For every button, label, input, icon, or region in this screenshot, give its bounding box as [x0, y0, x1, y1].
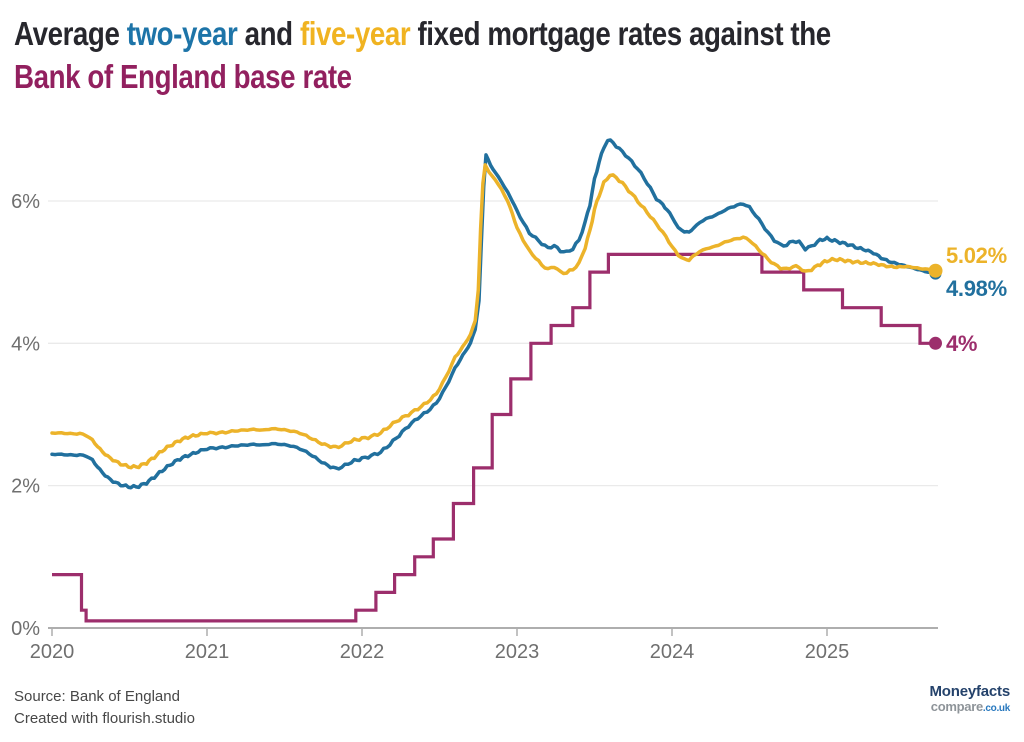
x-tick-label: 2022	[340, 641, 385, 663]
source-note: Source: Bank of England	[14, 688, 180, 705]
end-label-base-rate: 4%	[946, 331, 978, 356]
logo-couk-text: .co.uk	[982, 703, 1010, 714]
title-segment: two-year	[126, 15, 238, 52]
chart-title: Average two-year and five-year fixed mor…	[14, 12, 831, 98]
end-label-two-year: 4.98%	[946, 276, 1007, 301]
y-tick-label: 0%	[11, 618, 40, 640]
flourish-credit[interactable]: Created with flourish.studio	[14, 710, 195, 727]
x-tick-label: 2021	[185, 641, 230, 663]
purple-end-dot	[929, 336, 942, 350]
x-tick-label: 2023	[495, 641, 540, 663]
logo-compare-text: compare	[930, 699, 983, 714]
yellow-end-dot	[928, 263, 943, 278]
title-segment: Bank of England base rate	[14, 58, 352, 95]
title-line: Bank of England base rate	[14, 55, 831, 98]
title-segment: fixed mortgage rates against the	[410, 15, 831, 52]
x-tick-label: 2025	[805, 641, 850, 663]
blue-rate-line	[50, 138, 938, 490]
purple-rate-line	[52, 252, 936, 623]
y-tick-label: 2%	[11, 476, 40, 498]
title-segment: and	[237, 15, 300, 52]
yellow-rate-line	[50, 163, 938, 470]
title-line: Average two-year and five-year fixed mor…	[14, 12, 831, 55]
chart-footer: Source: Bank of England Created with flo…	[14, 686, 195, 730]
x-tick-label: 2024	[650, 641, 695, 663]
end-label-five-year: 5.02%	[946, 243, 1007, 268]
logo-main-text: Moneyfacts	[929, 683, 1010, 700]
title-segment: five-year	[299, 15, 411, 52]
logo-sub-text: compare.co.uk	[929, 699, 1011, 714]
y-tick-label: 6%	[11, 191, 40, 213]
title-segment: Average	[14, 15, 127, 52]
x-tick-label: 2020	[30, 641, 75, 663]
moneyfacts-logo[interactable]: Moneyfacts compare.co.uk	[929, 684, 1010, 714]
y-tick-label: 4%	[11, 333, 40, 355]
